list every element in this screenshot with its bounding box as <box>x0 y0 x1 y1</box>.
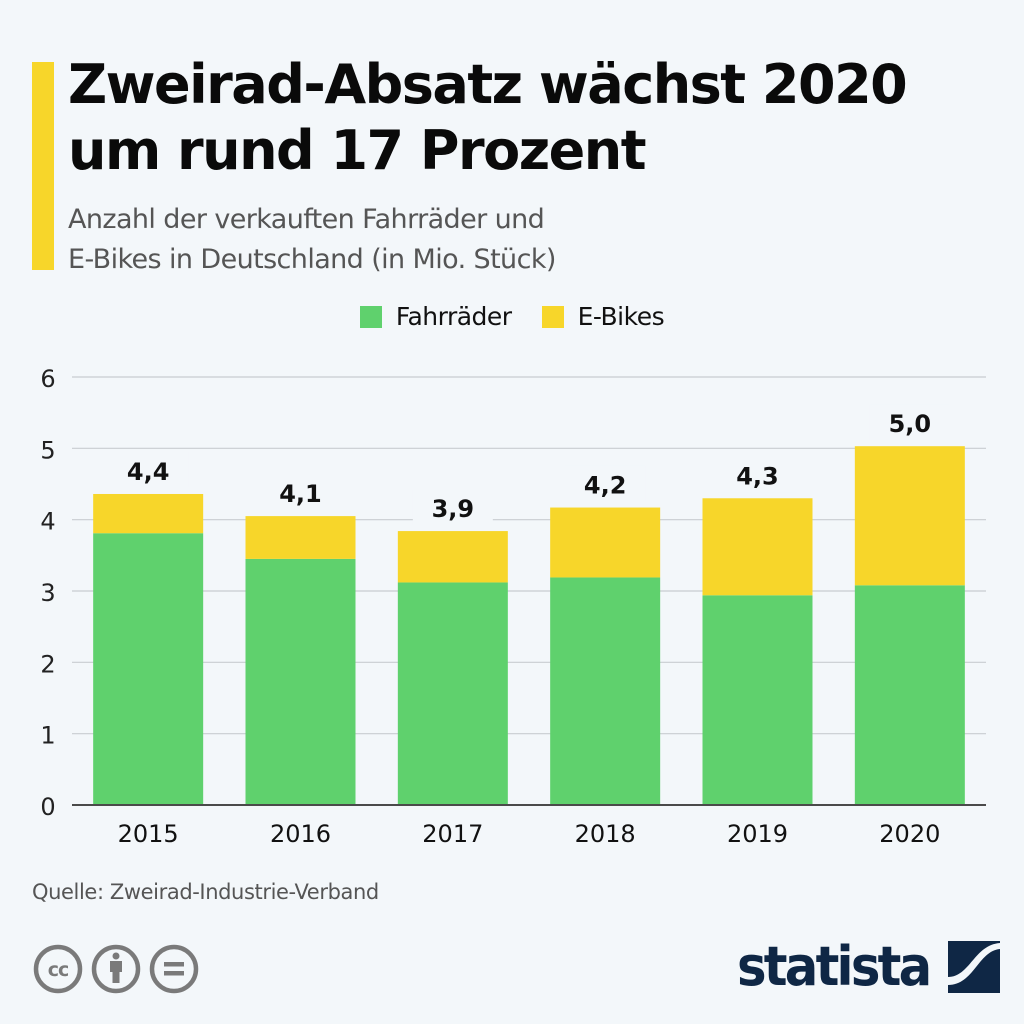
logo-text: statista <box>737 935 932 998</box>
total-data-label: 3,9 <box>432 495 475 523</box>
y-tick-label: 4 <box>40 508 55 536</box>
y-tick-label: 0 <box>40 793 55 821</box>
y-tick-label: 1 <box>40 722 55 750</box>
bar-segment-fahrraeder <box>550 577 661 805</box>
legend-swatch-ebikes <box>541 305 564 328</box>
label-background <box>717 456 798 493</box>
total-data-label: 4,3 <box>736 462 779 490</box>
bar-segment-fahrraeder <box>702 595 813 805</box>
source-note: Quelle: Zweirad-Industrie-Verband <box>32 880 379 904</box>
bar-segment-ebikes <box>550 507 661 578</box>
legend: Fahrräder E-Bikes <box>0 302 1024 331</box>
x-tick-label: 2018 <box>575 820 636 848</box>
bar-segment-ebikes <box>245 516 356 559</box>
total-data-label: 4,2 <box>584 472 627 500</box>
x-tick-label: 2020 <box>879 820 940 848</box>
bar-segment-fahrraeder <box>245 558 356 805</box>
y-tick-label: 6 <box>40 365 55 393</box>
title-line-2: um rund 17 Prozent <box>68 119 647 182</box>
label-background <box>108 451 189 488</box>
chart-subtitle: Anzahl der verkauften Fahrräder und E-Bi… <box>68 200 968 280</box>
subtitle-line-1: Anzahl der verkauften Fahrräder und <box>68 204 545 235</box>
x-tick-label: 2015 <box>118 820 179 848</box>
label-background <box>412 489 493 526</box>
chart-title: Zweirad-Absatz wächst 2020 um rund 17 Pr… <box>68 52 1008 184</box>
total-data-label: 4,4 <box>127 458 170 486</box>
no-derivatives-icon <box>149 944 199 994</box>
bar-segment-ebikes <box>93 493 204 534</box>
license-icons: cc <box>32 943 200 995</box>
legend-item-ebikes: E-Bikes <box>541 302 665 331</box>
cc-icon: cc <box>33 944 83 994</box>
statista-logo: statista <box>737 935 1001 998</box>
legend-swatch-fahrraeder <box>359 305 382 328</box>
label-background <box>869 404 950 441</box>
bar-segment-ebikes <box>397 531 508 583</box>
legend-label-ebikes: E-Bikes <box>577 302 665 331</box>
svg-text:cc: cc <box>48 959 69 981</box>
attribution-icon <box>91 944 141 994</box>
bar-chart: 0 1 2 3 4 5 6 4,4 2015 4,1 2016 3,9 2017 4,2 2018 4,3 20… <box>40 365 986 848</box>
bar-segment-ebikes <box>854 446 965 586</box>
bar-segment-ebikes <box>702 498 813 596</box>
bar-segment-fahrraeder <box>854 585 965 805</box>
total-data-label: 4,1 <box>279 480 322 508</box>
y-tick-label: 2 <box>40 650 55 678</box>
accent-bar <box>32 62 54 270</box>
y-tick-label: 3 <box>40 579 55 607</box>
label-background <box>565 465 646 502</box>
bar-segment-fahrraeder <box>93 533 204 805</box>
bar-segment-fahrraeder <box>397 582 508 805</box>
legend-item-fahrraeder: Fahrräder <box>359 302 512 331</box>
x-tick-label: 2017 <box>422 820 483 848</box>
total-data-label: 5,0 <box>889 410 932 438</box>
legend-label-fahrraeder: Fahrräder <box>395 302 512 331</box>
x-tick-label: 2016 <box>270 820 331 848</box>
statista-logo-icon <box>948 941 1001 993</box>
title-line-1: Zweirad-Absatz wächst 2020 <box>68 53 908 116</box>
label-background <box>260 474 341 511</box>
y-tick-label: 5 <box>40 436 55 464</box>
subtitle-line-2: E-Bikes in Deutschland (in Mio. Stück) <box>68 244 556 275</box>
x-tick-label: 2019 <box>727 820 788 848</box>
